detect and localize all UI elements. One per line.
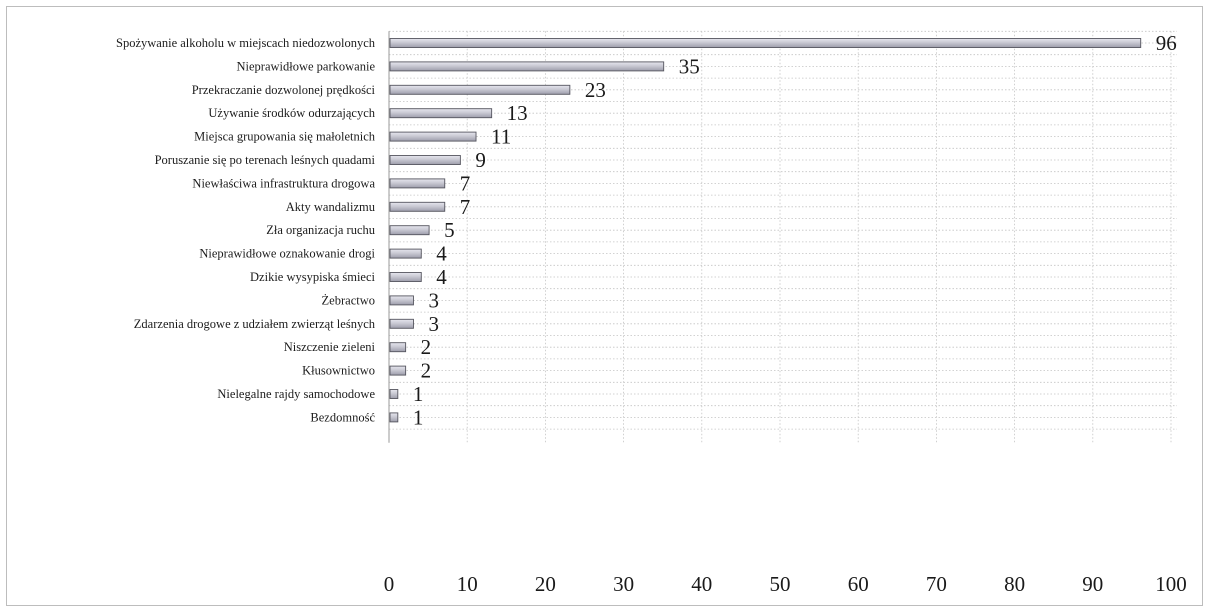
value-label: 4 [436, 242, 447, 266]
x-tick-label: 30 [613, 572, 634, 596]
x-tick-label: 80 [1004, 572, 1025, 596]
category-label: Żebractwo [322, 293, 375, 307]
category-label: Poruszanie się po terenach leśnych quada… [155, 153, 376, 167]
category-label: Zdarzenia drogowe z udziałem zwierząt le… [134, 317, 376, 331]
value-label: 7 [460, 195, 471, 219]
category-label: Dzikie wysypiska śmieci [250, 270, 376, 284]
category-label: Bezdomność [310, 410, 375, 424]
category-label: Miejsca grupowania się małoletnich [194, 130, 376, 144]
bar [389, 84, 571, 95]
value-label: 3 [428, 288, 439, 312]
category-label: Zła organizacja ruchu [266, 223, 375, 237]
value-label: 3 [428, 312, 439, 336]
category-label: Akty wandalizmu [286, 200, 376, 214]
value-label: 11 [491, 125, 511, 149]
x-tick-label: 50 [770, 572, 791, 596]
category-label: Używanie środków odurzających [208, 106, 375, 120]
category-label: Niszczenie zieleni [284, 340, 376, 354]
bars [389, 38, 1142, 423]
bar [389, 342, 407, 353]
bar [389, 178, 446, 189]
value-label: 9 [475, 148, 486, 172]
category-label: Nielegalne rajdy samochodowe [217, 387, 375, 401]
bar [389, 38, 1142, 48]
value-label: 5 [444, 218, 455, 242]
bar [389, 318, 414, 329]
bar [389, 201, 446, 212]
x-tick-label: 70 [926, 572, 947, 596]
value-label: 1 [413, 405, 424, 429]
x-tick-label: 40 [691, 572, 712, 596]
value-label: 2 [421, 335, 432, 359]
value-label: 96 [1156, 31, 1177, 55]
gridlines [388, 30, 1177, 443]
category-labels: Spożywanie alkoholu w miejscach niedozwo… [116, 36, 376, 424]
category-label: Spożywanie alkoholu w miejscach niedozwo… [116, 36, 376, 50]
bar [389, 61, 665, 72]
bar-chart: 0 10 20 30 40 50 60 70 80 90 100 Spożywanie alkoho… [116, 30, 1187, 596]
category-label: Kłusownictwo [302, 364, 375, 378]
category-label: Nieprawidłowe oznakowanie drogi [199, 247, 375, 261]
bar [389, 295, 414, 306]
value-label: 35 [679, 54, 700, 78]
value-label: 2 [421, 359, 432, 383]
bar [389, 389, 399, 399]
bar [389, 365, 407, 376]
category-label: Nieprawidłowe parkowanie [237, 59, 376, 73]
x-tick-label: 90 [1082, 572, 1103, 596]
bar [389, 272, 422, 282]
value-label: 23 [585, 78, 606, 102]
value-label: 7 [460, 171, 471, 195]
value-label: 1 [413, 382, 424, 406]
x-axis-ticks: 0 10 20 30 40 50 60 70 80 90 100 [384, 572, 1187, 596]
value-label: 4 [436, 265, 447, 289]
category-label: Przekraczanie dozwolonej prędkości [192, 83, 376, 97]
bar [389, 108, 493, 119]
bar [389, 225, 430, 236]
x-tick-label: 0 [384, 572, 395, 596]
x-tick-label: 60 [848, 572, 869, 596]
bar [389, 412, 399, 423]
x-tick-label: 100 [1155, 572, 1187, 596]
bar [389, 248, 422, 259]
value-label: 13 [507, 101, 528, 125]
chart-frame: 0 10 20 30 40 50 60 70 80 90 100 Spożywanie alkoho… [6, 6, 1203, 606]
bar [389, 131, 477, 142]
category-label: Niewłaściwa infrastruktura drogowa [192, 176, 375, 190]
x-tick-label: 20 [535, 572, 556, 596]
bar [389, 155, 461, 165]
x-tick-label: 10 [457, 572, 478, 596]
